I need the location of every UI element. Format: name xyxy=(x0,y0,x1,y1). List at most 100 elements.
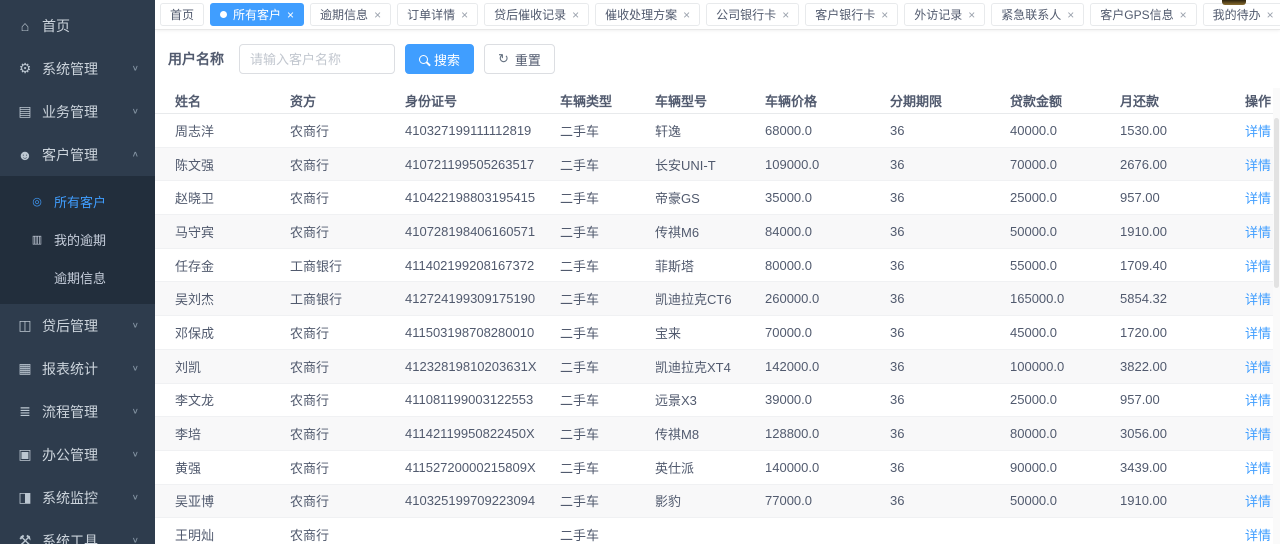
tab-客户银行卡[interactable]: 客户银行卡 × xyxy=(805,3,899,26)
table-cell: 410422198803195415 xyxy=(405,190,536,206)
detail-link[interactable]: 详情 xyxy=(1245,325,1272,341)
detail-link[interactable]: 详情 xyxy=(1245,359,1272,375)
search-icon xyxy=(419,54,428,64)
sidebar-item-process[interactable]: ≣ 流程管理 ∨ xyxy=(0,390,155,433)
close-icon[interactable]: × xyxy=(287,7,295,22)
sidebar-item-label: 首页 xyxy=(42,17,70,34)
folder-icon: ◫ xyxy=(18,317,32,333)
close-icon[interactable]: × xyxy=(1179,7,1187,22)
close-icon[interactable]: × xyxy=(881,7,889,22)
table-cell: 菲斯塔 xyxy=(655,258,695,274)
detail-link[interactable]: 详情 xyxy=(1245,460,1272,476)
table-cell: 90000.0 xyxy=(1010,459,1057,475)
table-cell: 2676.00 xyxy=(1120,156,1167,172)
tab-贷后催收记录[interactable]: 贷后催收记录 × xyxy=(484,3,590,26)
tab-紧急联系人[interactable]: 紧急联系人 × xyxy=(991,3,1085,26)
grid-icon: ▤ xyxy=(18,103,32,119)
sidebar-item-system[interactable]: ⚙ 系统管理 ∨ xyxy=(0,47,155,90)
sidebar-subitem-label: 我的逾期 xyxy=(54,232,107,248)
tab-外访记录[interactable]: 外访记录 × xyxy=(904,3,986,26)
table-cell: 工商银行 xyxy=(290,258,343,274)
tab-首页[interactable]: 首页 xyxy=(160,3,205,26)
book-icon: ▥ xyxy=(31,233,43,246)
table-cell: 410327199111112819 xyxy=(405,122,532,138)
tab-所有客户[interactable]: 所有客户 × xyxy=(210,3,305,26)
close-icon[interactable]: × xyxy=(374,7,382,22)
office-icon: ▣ xyxy=(18,446,32,462)
detail-link[interactable]: 详情 xyxy=(1245,123,1272,139)
sidebar-item-label: 办公管理 xyxy=(42,446,98,463)
table-cell: 70000.0 xyxy=(1010,156,1057,172)
scrollbar[interactable] xyxy=(1273,88,1280,544)
chevron-down-icon: ∨ xyxy=(131,107,139,116)
detail-link[interactable]: 详情 xyxy=(1245,494,1272,510)
action-cell: 详情 xyxy=(1245,222,1280,241)
close-icon[interactable]: × xyxy=(968,7,976,22)
column-header: 车辆型号 xyxy=(655,94,708,109)
tab-订单详情[interactable]: 订单详情 × xyxy=(397,3,479,26)
tab-逾期信息[interactable]: 逾期信息 × xyxy=(310,3,392,26)
sidebar-item-monitor[interactable]: ◨ 系统监控 ∨ xyxy=(0,476,155,519)
sidebar-item-my-overdue[interactable]: ▥ 我的逾期 xyxy=(0,220,155,258)
table-cell: 165000.0 xyxy=(1010,291,1065,307)
sidebar-item-tools[interactable]: ⚒ 系统工具 ∨ xyxy=(0,519,155,544)
tab-客户GPS信息[interactable]: 客户GPS信息 × xyxy=(1090,3,1197,26)
table-cell: 55000.0 xyxy=(1010,257,1057,273)
table-cell: 40000.0 xyxy=(1010,122,1057,138)
close-icon[interactable]: × xyxy=(683,7,691,22)
table-cell: 二手车 xyxy=(560,494,600,510)
scrollbar-thumb[interactable] xyxy=(1274,118,1279,288)
table-cell: 二手车 xyxy=(560,224,600,240)
search-button[interactable]: 搜索 xyxy=(405,44,475,74)
table-cell: 陈文强 xyxy=(175,157,215,173)
sidebar-item-reports[interactable]: ▦ 报表统计 ∨ xyxy=(0,347,155,390)
detail-link[interactable]: 详情 xyxy=(1245,528,1272,544)
customer-name-input[interactable] xyxy=(239,44,395,74)
column-header: 车辆价格 xyxy=(765,94,818,109)
table-cell: 39000.0 xyxy=(765,392,812,408)
table-row: 马守宾 农商行 410728198406160571 二手车 传祺M6 84000.0 36… xyxy=(155,215,1280,249)
sidebar-item-customer[interactable]: ☻ 客户管理 ∧ xyxy=(0,133,155,176)
sidebar-item-all-customers[interactable]: ◎ 所有客户 xyxy=(0,182,155,220)
sidebar-item-label: 贷后管理 xyxy=(42,317,98,334)
tab-公司银行卡[interactable]: 公司银行卡 × xyxy=(706,3,800,26)
reset-button[interactable]: ↻ 重置 xyxy=(484,44,555,74)
close-icon[interactable]: × xyxy=(572,7,580,22)
table-cell: 36 xyxy=(890,493,905,509)
column-header: 操作 xyxy=(1245,94,1272,109)
table-cell: 农商行 xyxy=(290,393,330,409)
home-icon: ⌂ xyxy=(20,17,30,34)
table-cell: 412724199309175190 xyxy=(405,291,536,307)
detail-link[interactable]: 详情 xyxy=(1245,157,1272,173)
detail-link[interactable]: 详情 xyxy=(1245,393,1272,409)
monitor-icon: ◨ xyxy=(18,489,32,505)
sidebar-item-home[interactable]: ⌂ 首页 xyxy=(0,4,155,47)
table-cell: 1530.00 xyxy=(1120,122,1167,138)
sidebar-item-business[interactable]: ▤ 业务管理 ∨ xyxy=(0,90,155,133)
table-cell: 128800.0 xyxy=(765,426,820,442)
close-icon[interactable]: × xyxy=(782,7,790,22)
detail-link[interactable]: 详情 xyxy=(1245,191,1272,207)
table-cell: 二手车 xyxy=(560,359,600,375)
sidebar-item-label: 系统监控 xyxy=(42,489,98,506)
tab-我的待办[interactable]: 我的待办 × xyxy=(1202,3,1280,26)
detail-link[interactable]: 详情 xyxy=(1245,258,1272,274)
detail-link[interactable]: 详情 xyxy=(1245,427,1272,443)
close-icon[interactable]: × xyxy=(1266,7,1274,22)
sidebar-item-office[interactable]: ▣ 办公管理 ∨ xyxy=(0,433,155,476)
column-header: 分期期限 xyxy=(890,94,943,109)
table-row: 陈文强 农商行 410721199505263517 二手车 长安UNI-T 109000… xyxy=(155,147,1280,182)
detail-link[interactable]: 详情 xyxy=(1245,292,1272,308)
action-cell: 详情 xyxy=(1245,525,1280,544)
detail-link[interactable]: 详情 xyxy=(1245,224,1272,240)
chevron-down-icon: ∨ xyxy=(131,407,139,416)
tab-催收处理方案[interactable]: 催收处理方案 × xyxy=(595,3,701,26)
close-icon[interactable]: × xyxy=(1067,7,1075,22)
close-icon[interactable]: × xyxy=(461,7,469,22)
sidebar-item-post-loan[interactable]: ◫ 贷后管理 ∨ xyxy=(0,304,155,347)
tab-label: 客户GPS信息 xyxy=(1100,8,1174,22)
chevron-down-icon: ∨ xyxy=(131,536,139,544)
sidebar-item-overdue-info[interactable]: 逾期信息 xyxy=(0,258,155,296)
table-cell: 农商行 xyxy=(290,325,330,341)
